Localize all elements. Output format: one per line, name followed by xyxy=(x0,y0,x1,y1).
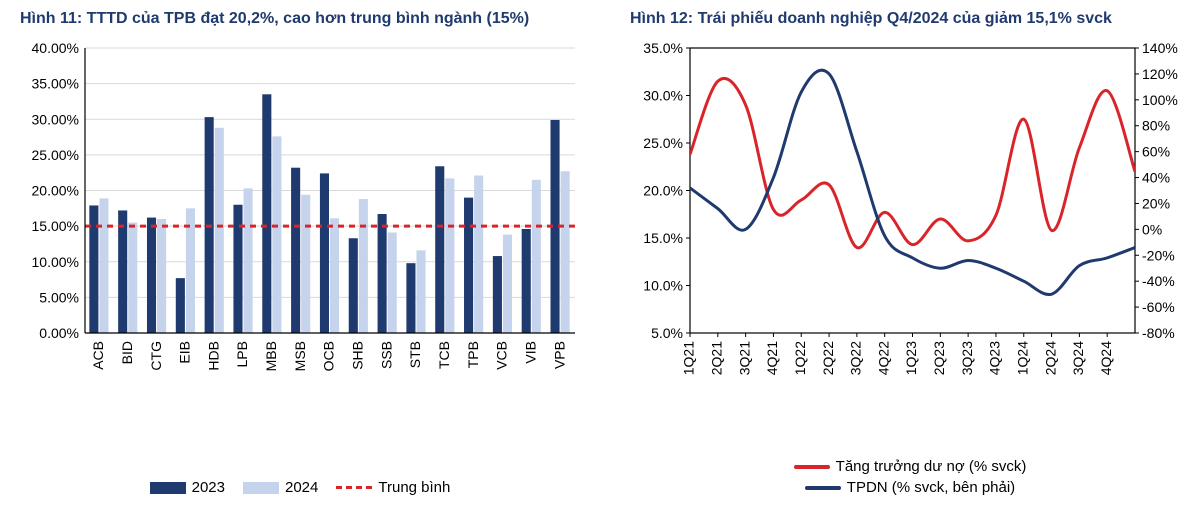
svg-text:-80%: -80% xyxy=(1142,325,1175,341)
svg-text:30.0%: 30.0% xyxy=(643,88,683,104)
chart11-panel: Hình 11: TTTD của TPB đạt 20,2%, cao hơn… xyxy=(20,10,580,496)
chart11-title: Hình 11: TTTD của TPB đạt 20,2%, cao hơn… xyxy=(20,10,580,28)
legend-swatch-2024 xyxy=(243,482,279,494)
chart12-title: Hình 12: Trái phiếu doanh nghiệp Q4/2024… xyxy=(630,10,1190,28)
svg-text:0%: 0% xyxy=(1142,221,1162,237)
svg-text:20%: 20% xyxy=(1142,195,1170,211)
svg-text:3Q23: 3Q23 xyxy=(959,341,975,375)
svg-text:60%: 60% xyxy=(1142,144,1170,160)
svg-text:80%: 80% xyxy=(1142,118,1170,134)
legend-credit-growth: Tăng trưởng dư nợ (% svck) xyxy=(794,458,1027,475)
svg-text:1Q24: 1Q24 xyxy=(1014,341,1030,375)
legend-line-tpdn xyxy=(805,486,841,490)
chart11-plot: 0.00% 5.00% 10.00% 15.00% 20.00% 25.00% 30.00%… xyxy=(20,43,580,471)
svg-text:35.00%: 35.00% xyxy=(32,76,79,92)
svg-text:-60%: -60% xyxy=(1142,299,1175,315)
svg-text:CTG: CTG xyxy=(148,341,164,371)
legend-label-2024: 2024 xyxy=(285,479,318,496)
svg-text:40%: 40% xyxy=(1142,170,1170,186)
svg-text:3Q24: 3Q24 xyxy=(1070,341,1086,375)
svg-text:40.00%: 40.00% xyxy=(32,43,79,56)
svg-text:-20%: -20% xyxy=(1142,247,1175,263)
svg-text:SSB: SSB xyxy=(378,341,394,369)
svg-text:MBB: MBB xyxy=(263,341,279,371)
svg-text:OCB: OCB xyxy=(321,341,337,371)
svg-text:-40%: -40% xyxy=(1142,273,1175,289)
svg-text:20.0%: 20.0% xyxy=(643,183,683,199)
svg-text:10.0%: 10.0% xyxy=(643,278,683,294)
svg-text:1Q22: 1Q22 xyxy=(792,341,808,375)
svg-text:VIB: VIB xyxy=(522,341,538,364)
svg-text:4Q23: 4Q23 xyxy=(987,341,1003,375)
legend-tpdn: TPDN (% svck, bên phải) xyxy=(805,479,1015,496)
legend-swatch-2023 xyxy=(150,482,186,494)
legend-label-tpdn: TPDN (% svck, bên phải) xyxy=(847,479,1015,496)
svg-text:BID: BID xyxy=(119,341,135,364)
svg-text:35.0%: 35.0% xyxy=(643,43,683,56)
svg-text:EIB: EIB xyxy=(177,341,193,364)
svg-text:20.00%: 20.00% xyxy=(32,183,79,199)
svg-text:3Q21: 3Q21 xyxy=(736,341,752,375)
svg-text:10.00%: 10.00% xyxy=(32,254,79,270)
legend-label-credit: Tăng trưởng dư nợ (% svck) xyxy=(836,458,1027,475)
svg-text:HDB: HDB xyxy=(205,341,221,371)
legend-line-credit xyxy=(794,465,830,469)
svg-text:0.00%: 0.00% xyxy=(39,325,79,341)
legend-label-avg: Trung bình xyxy=(378,479,450,496)
svg-text:3Q22: 3Q22 xyxy=(848,341,864,375)
svg-text:VPB: VPB xyxy=(551,341,567,369)
chart12-panel: Hình 12: Trái phiếu doanh nghiệp Q4/2024… xyxy=(630,10,1190,496)
legend-2023: 2023 xyxy=(150,479,225,496)
svg-text:30.00%: 30.00% xyxy=(32,111,79,127)
svg-text:STB: STB xyxy=(407,341,423,368)
chart12-legend: Tăng trưởng dư nợ (% svck) TPDN (% svck,… xyxy=(630,458,1190,496)
svg-text:4Q22: 4Q22 xyxy=(875,341,891,375)
svg-text:MSB: MSB xyxy=(292,341,308,371)
svg-text:25.0%: 25.0% xyxy=(643,135,683,151)
svg-text:ACB: ACB xyxy=(90,341,106,370)
svg-text:15.0%: 15.0% xyxy=(643,230,683,246)
svg-text:SHB: SHB xyxy=(350,341,366,370)
svg-text:25.00%: 25.00% xyxy=(32,147,79,163)
svg-text:2Q22: 2Q22 xyxy=(820,341,836,375)
svg-text:5.0%: 5.0% xyxy=(651,325,683,341)
chart11-legend: 2023 2024 Trung bình xyxy=(20,479,580,496)
svg-text:4Q24: 4Q24 xyxy=(1098,341,1114,375)
legend-2024: 2024 xyxy=(243,479,318,496)
svg-text:TCB: TCB xyxy=(436,341,452,369)
svg-text:5.00%: 5.00% xyxy=(39,289,79,305)
svg-text:15.00%: 15.00% xyxy=(32,218,79,234)
svg-text:LPB: LPB xyxy=(234,341,250,367)
svg-text:1Q21: 1Q21 xyxy=(681,341,697,375)
legend-label-2023: 2023 xyxy=(192,479,225,496)
svg-text:4Q21: 4Q21 xyxy=(764,341,780,375)
svg-text:2Q23: 2Q23 xyxy=(931,341,947,375)
chart12-plot: 5.0% 10.0% 15.0% 20.0% 25.0% 30.0% 35.0% -80% -6… xyxy=(630,43,1190,450)
svg-text:TPB: TPB xyxy=(465,341,481,368)
svg-text:120%: 120% xyxy=(1142,66,1178,82)
svg-text:VCB: VCB xyxy=(494,341,510,370)
svg-text:1Q23: 1Q23 xyxy=(903,341,919,375)
legend-dash-avg xyxy=(336,486,372,489)
legend-avg: Trung bình xyxy=(336,479,450,496)
svg-text:100%: 100% xyxy=(1142,92,1178,108)
svg-text:2Q24: 2Q24 xyxy=(1042,341,1058,375)
svg-text:140%: 140% xyxy=(1142,43,1178,56)
svg-text:2Q21: 2Q21 xyxy=(709,341,725,375)
